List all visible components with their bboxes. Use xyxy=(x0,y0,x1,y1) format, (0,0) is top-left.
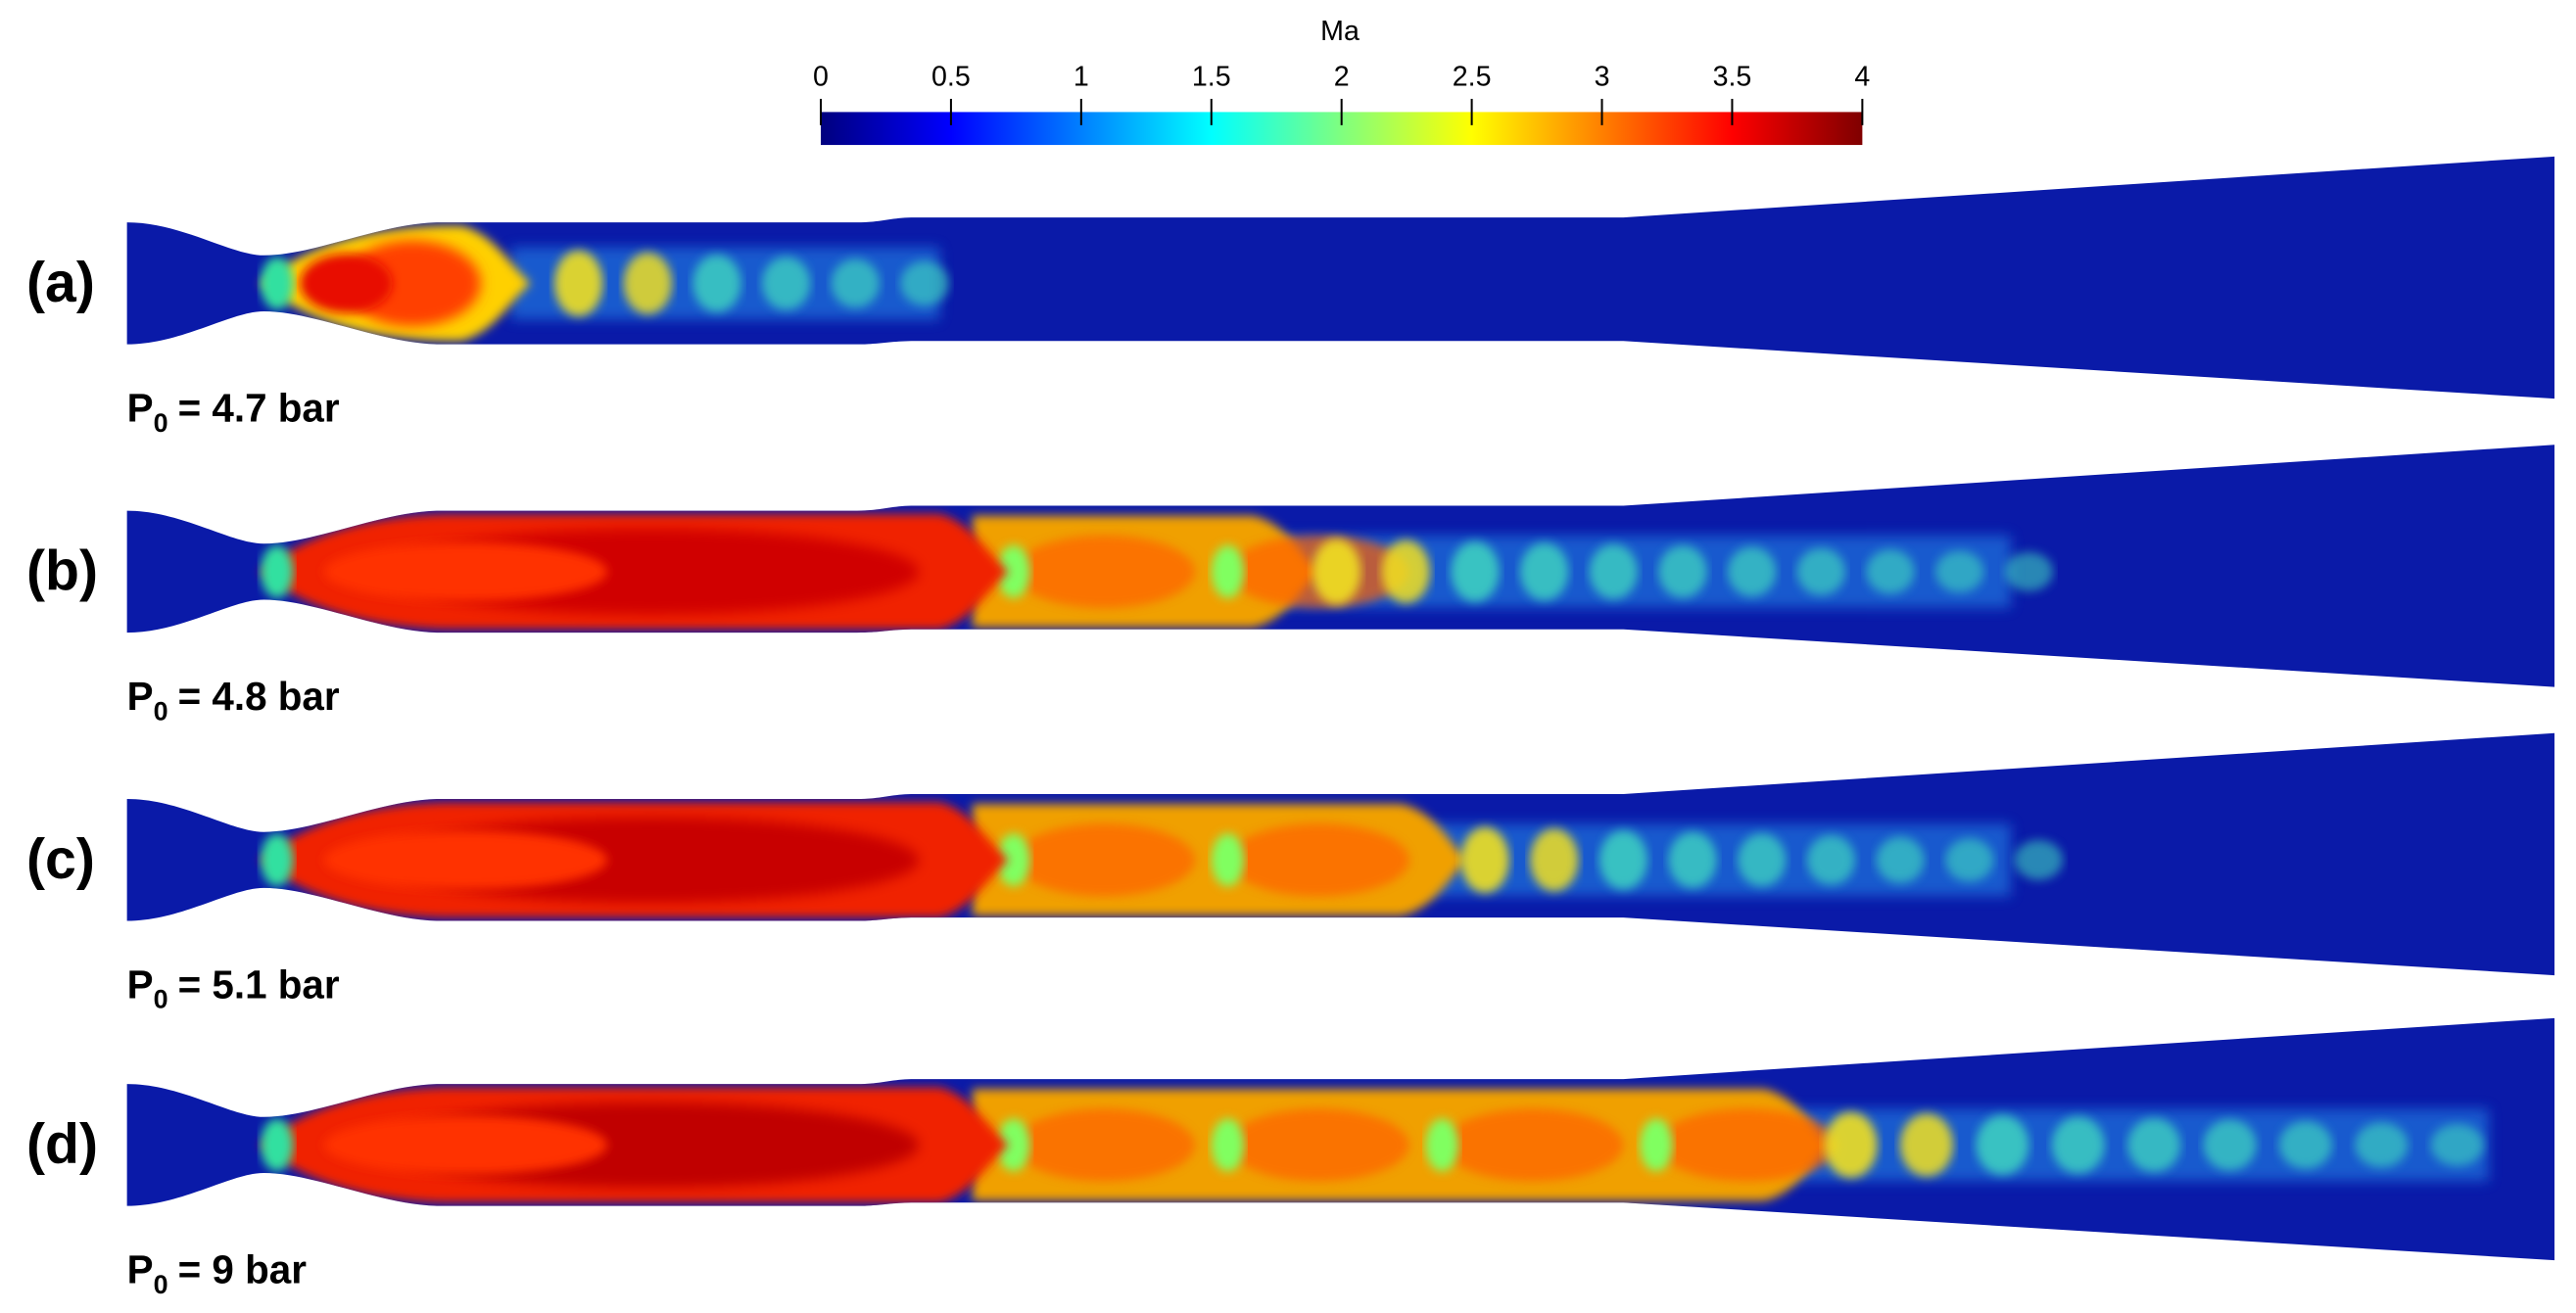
shock-cell xyxy=(761,257,811,310)
cell-edge xyxy=(997,1118,1030,1172)
panel-label: (c) xyxy=(26,828,95,891)
pressure: P0 = 4.8 bar xyxy=(127,674,340,726)
shock-cell xyxy=(900,260,949,306)
shock-cell xyxy=(2278,1120,2333,1169)
pressure-symbol: P xyxy=(127,386,154,431)
colorbar-tick-label: 3 xyxy=(1595,61,1610,92)
shock-cell xyxy=(1876,836,1925,883)
shock-cell xyxy=(1668,831,1717,888)
panel xyxy=(126,1017,2555,1261)
shock-cell xyxy=(2014,839,2064,880)
pressure-value: = 5.1 bar xyxy=(178,962,340,1008)
colorbar-tick-label: 0 xyxy=(813,61,829,92)
shock-cell xyxy=(1934,550,1984,593)
shock-cell xyxy=(1589,543,1639,599)
cell-edge xyxy=(1640,1118,1673,1172)
shock-cell xyxy=(1738,833,1787,887)
cell xyxy=(1656,1108,1838,1182)
shock-cell xyxy=(1598,829,1648,890)
flow xyxy=(260,225,949,342)
shock-cell xyxy=(692,255,741,312)
flow xyxy=(260,513,2054,630)
shock-cell xyxy=(1529,828,1579,892)
shock-cell xyxy=(1976,1114,2029,1175)
panel xyxy=(126,156,2555,399)
cell xyxy=(1442,1108,1624,1182)
throat xyxy=(260,544,294,598)
shock-cell xyxy=(2051,1116,2105,1174)
shock-cell xyxy=(1945,838,1994,882)
shock-cell xyxy=(2203,1119,2257,1171)
cell xyxy=(1227,823,1409,897)
pressure-symbol: P xyxy=(127,962,154,1008)
pressure: P0 = 5.1 bar xyxy=(127,962,340,1014)
colorbar-tick-label: 2 xyxy=(1334,61,1350,92)
shock-cell xyxy=(2004,551,2054,591)
cell-edge xyxy=(1425,1118,1459,1172)
core-hot2 xyxy=(323,541,608,602)
colorbar-tick-label: 1 xyxy=(1073,61,1089,92)
shock-cell xyxy=(553,250,603,317)
pressure-subscript: 0 xyxy=(154,1270,168,1299)
shock-cell xyxy=(2127,1117,2181,1172)
pressure-value: = 4.8 bar xyxy=(178,674,340,719)
shock-cell xyxy=(2430,1124,2484,1166)
throat xyxy=(260,833,294,887)
colorbar-tick-label: 0.5 xyxy=(931,61,971,92)
core-hot2 xyxy=(323,830,608,890)
colorbar-title: Ma xyxy=(1320,16,1360,47)
core-hot2 xyxy=(300,254,393,313)
shock-cell xyxy=(1899,1113,1954,1177)
cell xyxy=(1013,1108,1195,1182)
pressure-subscript: 0 xyxy=(154,696,168,726)
cell xyxy=(1227,1108,1409,1182)
shock-cell xyxy=(623,252,673,314)
cell-edge xyxy=(997,544,1030,598)
duct xyxy=(126,156,2555,399)
pressure: P0 = 4.7 bar xyxy=(127,386,340,438)
pressure-subscript: 0 xyxy=(154,408,168,438)
cell-edge xyxy=(997,833,1030,887)
cell xyxy=(1013,823,1195,897)
cell-edge xyxy=(1211,833,1245,887)
core-hot2 xyxy=(323,1115,608,1175)
pressure-symbol: P xyxy=(127,674,154,719)
colorbar-tick-label: 2.5 xyxy=(1453,61,1492,92)
pressure-value: = 4.7 bar xyxy=(178,386,340,431)
throat xyxy=(260,1118,294,1172)
shock-cell xyxy=(1658,545,1707,598)
cell-edge xyxy=(1211,544,1245,598)
pressure-value: = 9 bar xyxy=(178,1247,308,1292)
pressure-subscript: 0 xyxy=(154,985,168,1014)
colorbar-tick-label: 4 xyxy=(1854,61,1870,92)
shock-cell xyxy=(1381,539,1431,604)
shock-cell xyxy=(1460,826,1509,893)
shock-cell xyxy=(1866,549,1915,594)
shock-cell xyxy=(1312,539,1361,605)
cell xyxy=(1013,535,1195,608)
panel xyxy=(126,445,2555,687)
flow xyxy=(260,802,2064,918)
shock-cell xyxy=(1727,546,1777,597)
pressure: P0 = 9 bar xyxy=(127,1247,308,1299)
shock-cell xyxy=(1519,542,1569,601)
panel xyxy=(126,732,2555,976)
cell-edge xyxy=(1211,1118,1245,1172)
panel-label: (b) xyxy=(26,539,98,602)
shock-cell xyxy=(1824,1111,1878,1179)
colorbar-tick-label: 1.5 xyxy=(1192,61,1231,92)
shock-cell xyxy=(831,258,881,308)
flow xyxy=(260,1087,2489,1203)
shock-cell xyxy=(1451,540,1500,602)
throat xyxy=(260,257,294,310)
panel-label: (a) xyxy=(26,252,95,314)
shock-cell xyxy=(1806,834,1856,885)
pressure-symbol: P xyxy=(127,1247,154,1292)
shock-cell xyxy=(2355,1122,2409,1168)
panel-label: (d) xyxy=(26,1113,98,1176)
shock-cell xyxy=(1796,547,1846,595)
colorbar-tick-label: 3.5 xyxy=(1713,61,1752,92)
